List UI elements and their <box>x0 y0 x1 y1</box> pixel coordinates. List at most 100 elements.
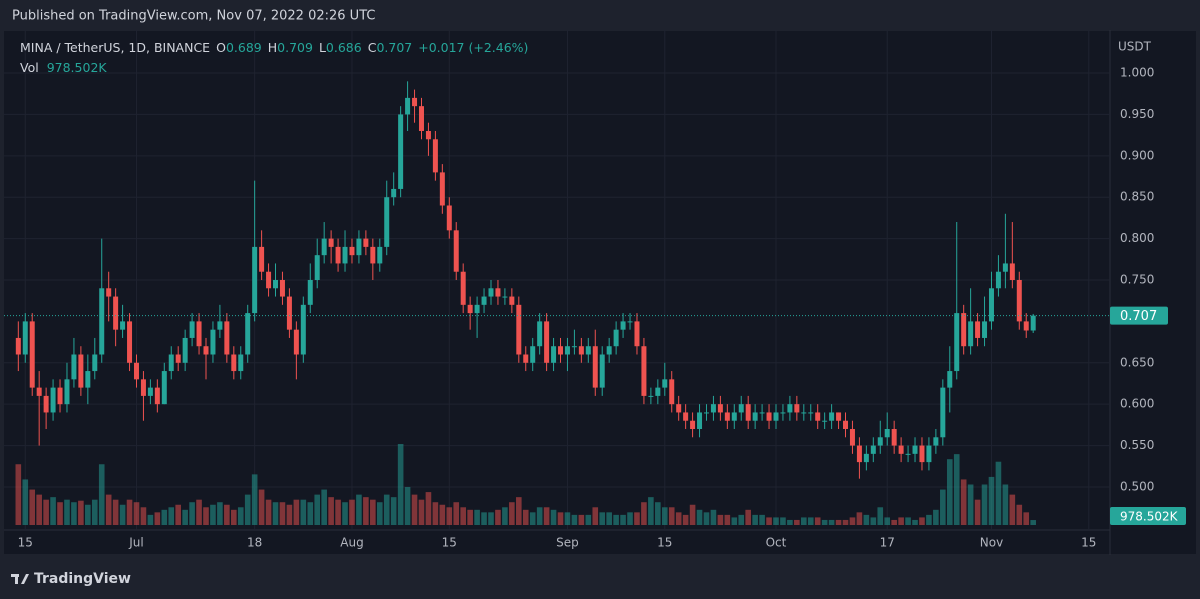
volume-bar <box>217 502 223 525</box>
body <box>405 97 411 115</box>
x-tick-label: Sep <box>556 536 579 550</box>
volume-bar <box>251 474 258 525</box>
body <box>773 412 779 421</box>
volume-bar <box>703 512 710 525</box>
body <box>377 246 383 264</box>
body <box>29 321 35 388</box>
body <box>92 354 98 372</box>
volume-bar <box>349 499 355 525</box>
body <box>1009 263 1015 280</box>
volume-bar <box>272 502 279 525</box>
volume-bar <box>397 444 404 525</box>
volume-bar <box>745 509 751 525</box>
body <box>321 238 327 256</box>
volume-bar <box>161 509 168 525</box>
volume-bar <box>71 502 77 525</box>
body <box>669 379 675 405</box>
legend-item: 0.689 <box>226 40 262 55</box>
body <box>412 97 418 107</box>
body <box>613 329 619 347</box>
body <box>683 412 689 421</box>
body <box>954 313 960 372</box>
body <box>488 288 494 297</box>
body <box>662 379 668 388</box>
body <box>168 354 174 372</box>
body <box>905 453 911 455</box>
body <box>849 429 855 446</box>
body <box>279 280 285 297</box>
legend-item: 0.709 <box>277 40 313 55</box>
body <box>724 412 730 421</box>
volume-bar <box>460 507 466 525</box>
body <box>620 321 626 330</box>
body <box>829 412 835 421</box>
volume-bar <box>78 500 84 525</box>
body <box>1030 315 1036 331</box>
body <box>641 346 647 396</box>
body <box>314 255 320 280</box>
volume-bar <box>467 509 473 525</box>
logo <box>11 574 29 584</box>
body <box>766 412 772 421</box>
body <box>731 412 737 421</box>
volume-bar <box>571 514 578 525</box>
body <box>127 321 133 363</box>
legend-item: 0.707 <box>376 40 412 55</box>
body <box>99 288 105 355</box>
volume-bar <box>279 502 286 525</box>
body <box>210 329 216 355</box>
body <box>815 412 821 421</box>
volume-bar <box>91 499 98 525</box>
body <box>856 445 862 463</box>
body <box>15 337 21 355</box>
body <box>690 420 696 430</box>
body <box>919 445 925 463</box>
body <box>578 346 584 355</box>
volume-bar <box>1023 512 1030 525</box>
y-tick-label: 0.600 <box>1120 397 1154 411</box>
body <box>648 395 654 397</box>
x-tick-label: Jul <box>128 536 143 550</box>
x-tick-label: 15 <box>657 536 672 550</box>
body <box>537 321 543 347</box>
volume-bar <box>1002 484 1009 525</box>
body <box>481 296 487 305</box>
body <box>787 404 793 413</box>
body <box>349 246 355 256</box>
volume-bar <box>376 502 383 525</box>
body <box>425 130 431 140</box>
volume-bar <box>154 512 161 525</box>
volume-bar <box>981 484 988 525</box>
body <box>544 321 550 363</box>
legend-item: 0.686 <box>326 40 362 55</box>
body <box>752 412 758 421</box>
volume-bar <box>821 519 828 525</box>
volume-bar <box>849 517 856 525</box>
volume-bar <box>905 517 911 525</box>
legend: MINA / TetherUS, 1D, BINANCE O0.689 H0.709… <box>20 40 528 55</box>
body <box>252 246 258 314</box>
volume-bar <box>953 454 960 525</box>
body <box>697 412 703 430</box>
volume-bar <box>495 509 501 525</box>
body <box>516 304 522 355</box>
volume-bar <box>759 514 765 525</box>
y-tick-label: 0.750 <box>1120 273 1154 287</box>
body <box>266 271 272 289</box>
volume-bar <box>168 507 175 525</box>
volume-bar <box>182 509 188 525</box>
body <box>822 420 828 422</box>
volume-bar <box>946 459 953 525</box>
body <box>370 246 376 264</box>
body <box>189 321 195 338</box>
volume-bar <box>370 499 376 525</box>
volume-bar <box>529 512 536 525</box>
volume-bar <box>335 499 341 525</box>
body <box>474 304 480 314</box>
legend-item: L <box>319 40 326 55</box>
volume-bar <box>105 494 112 525</box>
body <box>71 354 77 380</box>
volume-legend: Vol 978.502K <box>20 60 107 75</box>
body <box>175 354 181 363</box>
